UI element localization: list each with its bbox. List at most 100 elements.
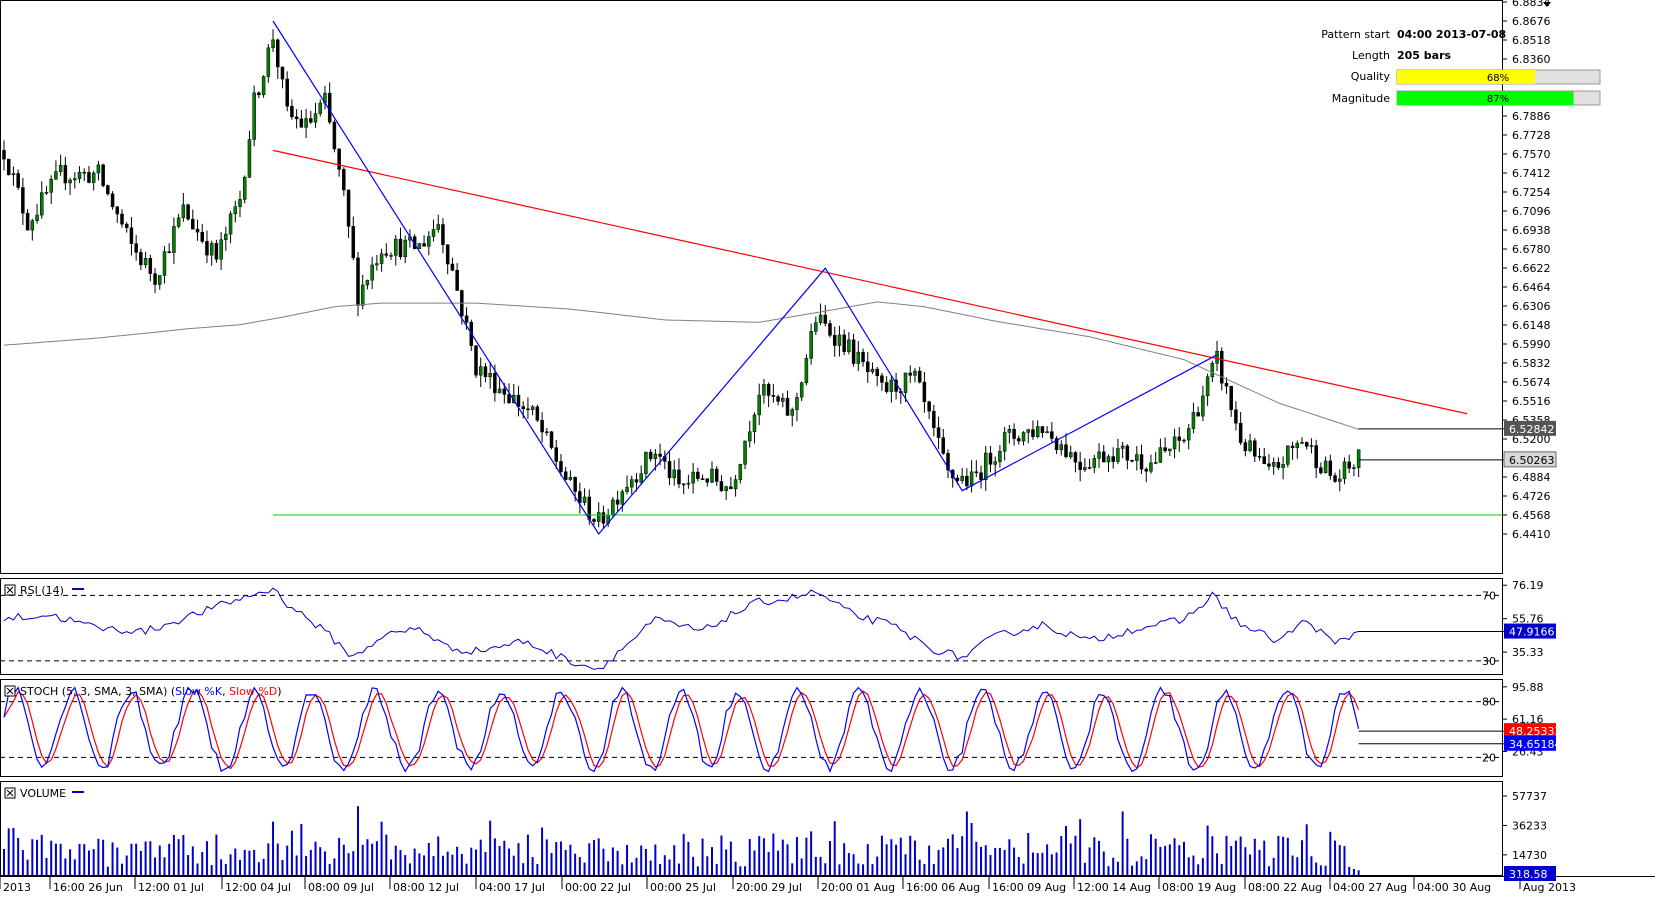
price-tick-label: 6.4410 — [1512, 528, 1551, 541]
candle-body — [644, 451, 648, 474]
candle — [535, 404, 540, 422]
candle-body — [549, 431, 554, 448]
candle — [1300, 437, 1304, 445]
stoch-layer: 80 20 — [0, 686, 1504, 773]
candle — [785, 390, 790, 417]
candle-body — [686, 482, 691, 485]
candle-body — [129, 227, 134, 244]
candle-body — [889, 379, 894, 392]
candle — [1026, 428, 1030, 444]
candle — [781, 393, 785, 408]
candle-body — [535, 406, 540, 421]
candle-body — [1106, 456, 1111, 463]
candle — [68, 177, 72, 195]
axis-layer: 6.88346.86766.85186.83606.82026.80446.78… — [0, 0, 1576, 894]
candle-body — [1078, 461, 1082, 470]
price-tick-label: 6.5674 — [1512, 376, 1551, 389]
candle — [1040, 426, 1045, 438]
candle — [1262, 447, 1266, 465]
price-tick-label: 6.7728 — [1512, 129, 1551, 142]
candle-body — [1040, 426, 1045, 434]
candle-body — [1290, 445, 1295, 449]
candle — [379, 248, 384, 272]
price-tick-label: 6.7886 — [1512, 110, 1551, 123]
candle — [247, 130, 252, 179]
candle-body — [1031, 429, 1035, 437]
candle-body — [1177, 436, 1182, 441]
candle — [309, 110, 313, 125]
candle — [497, 378, 502, 394]
candle — [257, 91, 261, 99]
candle — [82, 168, 86, 182]
time-tick-label: 20:00 29 Jul — [736, 881, 802, 894]
volume-title-text: VOLUME — [20, 787, 66, 800]
time-tick-label: 04:00 27 Aug — [1333, 881, 1407, 894]
candle-body — [526, 408, 530, 411]
candle-body — [186, 204, 190, 220]
candle — [1054, 436, 1059, 454]
candle-body — [696, 471, 700, 479]
price-tick-label: 6.4568 — [1512, 509, 1551, 522]
candle-body — [214, 243, 219, 260]
stoch-d-line — [3, 689, 1360, 770]
candle-body — [710, 468, 714, 483]
candle-body — [998, 451, 1002, 462]
candle-body — [1205, 376, 1210, 397]
candle — [620, 489, 625, 512]
candle-body — [856, 351, 861, 364]
price-panel[interactable] — [0, 0, 1503, 574]
candle-body — [63, 165, 68, 184]
candle-body — [181, 204, 186, 219]
candle — [49, 175, 53, 205]
candle — [30, 218, 35, 241]
candle-body — [431, 229, 436, 237]
candle — [1021, 431, 1026, 446]
candle-body — [932, 410, 936, 428]
price-tick-label: 6.7570 — [1512, 148, 1551, 161]
pattern-start-value: 04:00 2013-07-08 — [1397, 28, 1506, 41]
candle-body — [592, 519, 596, 522]
candle — [705, 478, 710, 487]
volume-panel[interactable] — [0, 781, 1503, 876]
candle — [1201, 385, 1205, 422]
candle-body — [1191, 412, 1196, 429]
candle — [271, 29, 275, 52]
time-tick-label: 04:00 30 Aug — [1417, 881, 1491, 894]
candle-body — [73, 178, 77, 181]
candle — [592, 518, 596, 526]
stoch-k-line — [3, 686, 1360, 773]
candle-body — [356, 257, 360, 306]
scroll-marker-icon[interactable] — [1543, 2, 1551, 7]
candle — [205, 230, 209, 264]
rsi-panel[interactable] — [0, 578, 1503, 675]
volume-tick-label: 14730 — [1512, 849, 1547, 862]
candle — [332, 119, 337, 153]
candle — [908, 365, 912, 383]
candle-body — [158, 275, 162, 285]
candle-body — [252, 92, 256, 140]
candle-body — [375, 263, 379, 266]
stoch-k-name: Slow %K — [175, 685, 223, 698]
candle-body — [346, 189, 351, 227]
candle — [422, 235, 426, 247]
quality-label: Quality — [1351, 70, 1391, 83]
candle-body — [955, 477, 960, 481]
candle-body — [1073, 452, 1078, 463]
candle — [6, 158, 11, 176]
price-tick-label: 6.7254 — [1512, 186, 1551, 199]
volume-tick-label: 36233 — [1512, 819, 1547, 832]
candle-body — [861, 351, 865, 363]
time-tick-label: 12:00 04 Jul — [225, 881, 291, 894]
candle-body — [191, 218, 195, 230]
candle-body — [478, 366, 483, 376]
candle-body — [441, 224, 445, 245]
candle-body — [582, 496, 587, 503]
candle — [351, 216, 356, 261]
candle-body — [563, 471, 568, 480]
candle-body — [738, 464, 743, 480]
candle — [1323, 456, 1328, 474]
candle — [398, 227, 403, 260]
candle-body — [1243, 442, 1248, 452]
candle — [304, 108, 308, 139]
magnitude-label: Magnitude — [1332, 92, 1391, 105]
